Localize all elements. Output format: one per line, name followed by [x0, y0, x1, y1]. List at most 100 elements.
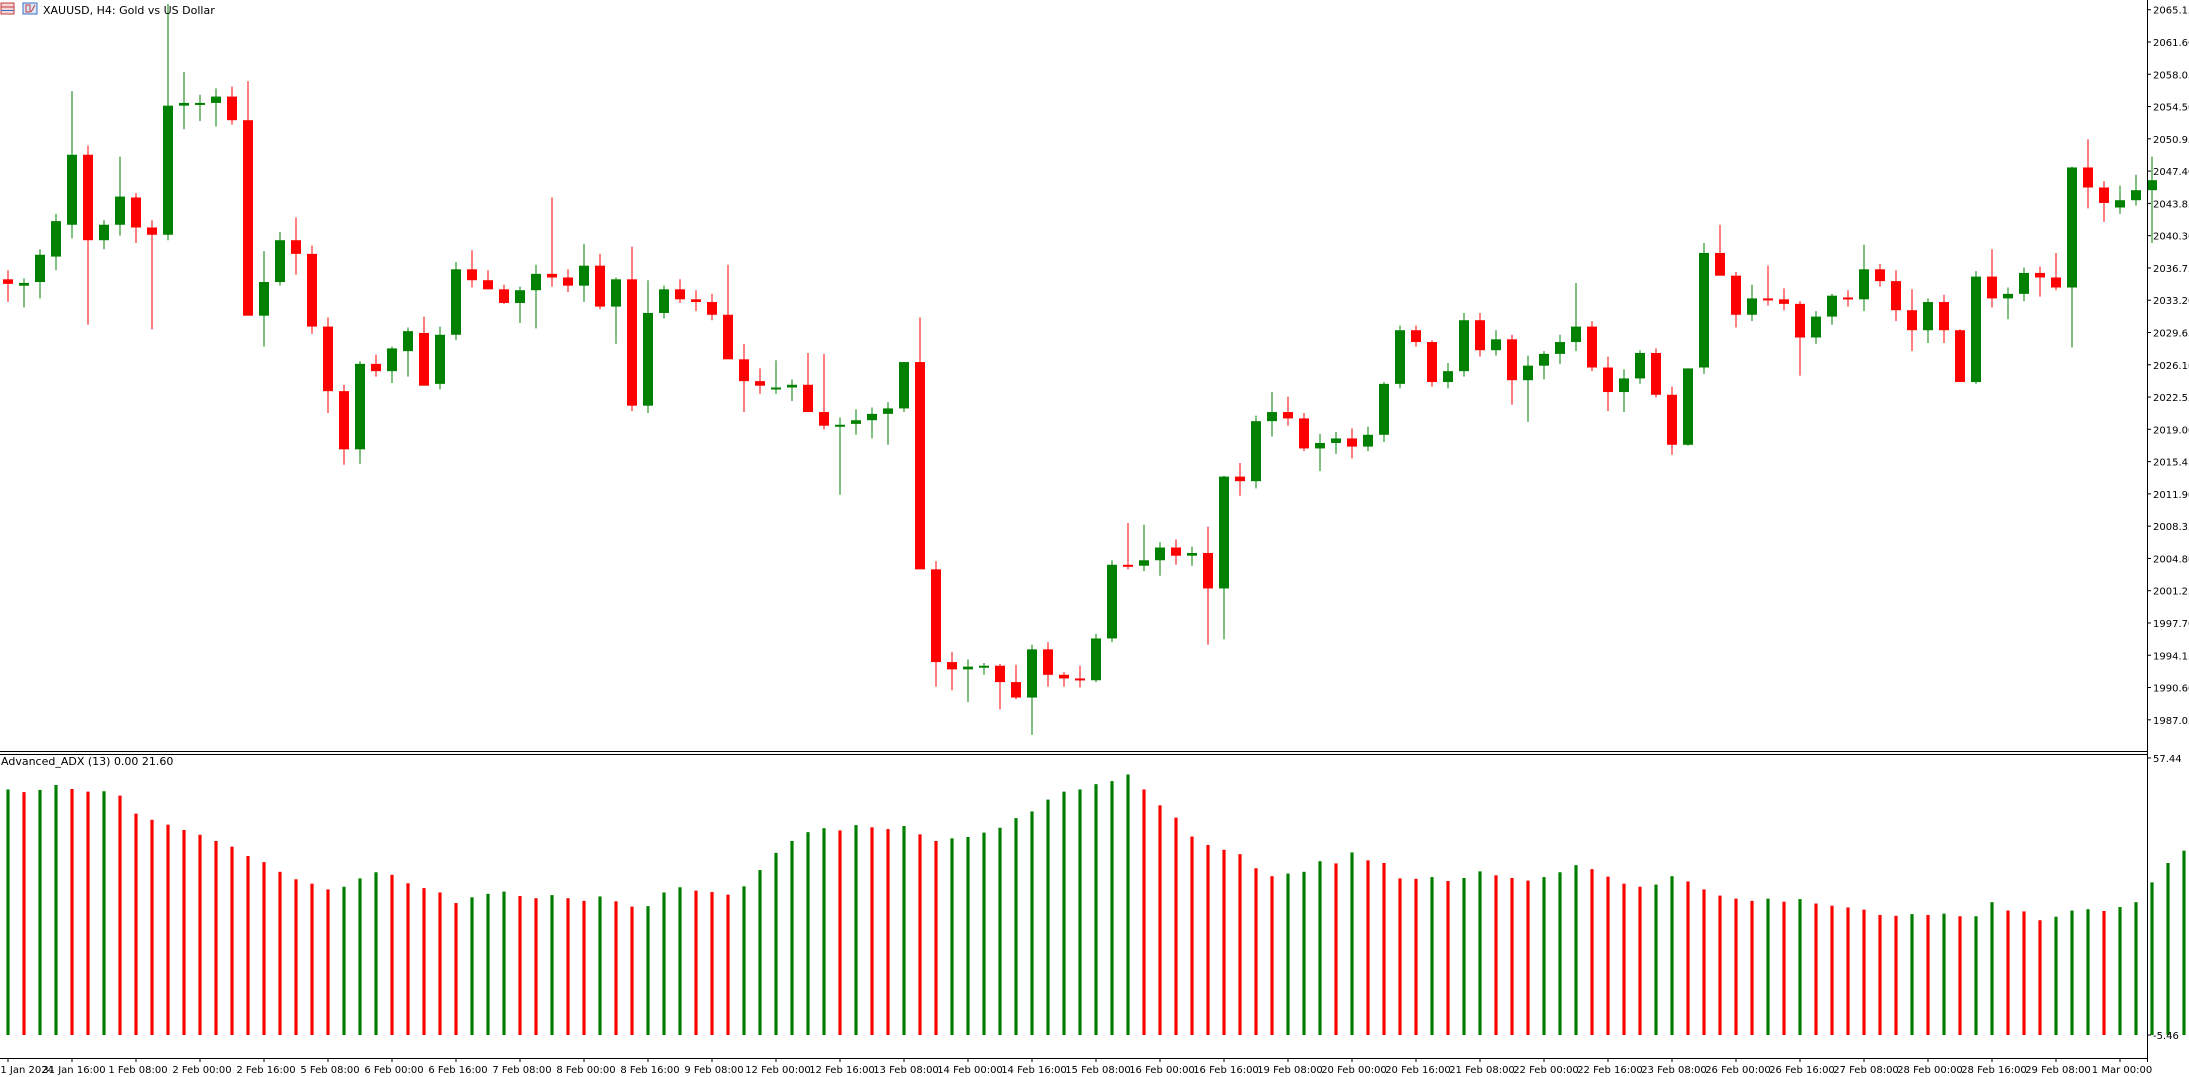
candle[interactable]: [2003, 287, 2013, 320]
candle[interactable]: [35, 249, 45, 299]
candle[interactable]: [915, 317, 925, 570]
candle[interactable]: [99, 220, 109, 250]
candle[interactable]: [979, 662, 989, 675]
candle[interactable]: [1699, 242, 1709, 374]
candle[interactable]: [1491, 330, 1501, 356]
candle[interactable]: [1715, 224, 1725, 276]
candle[interactable]: [1027, 644, 1037, 735]
candle[interactable]: [243, 81, 253, 316]
candle[interactable]: [2083, 139, 2093, 209]
candle[interactable]: [707, 293, 717, 321]
candle[interactable]: [147, 220, 157, 330]
candle[interactable]: [803, 352, 813, 413]
candle[interactable]: [1827, 293, 1837, 325]
candle[interactable]: [1523, 355, 1533, 423]
candle[interactable]: [771, 360, 781, 394]
candle[interactable]: [115, 156, 125, 236]
candle[interactable]: [1779, 288, 1789, 311]
candle[interactable]: [947, 652, 957, 691]
candle[interactable]: [643, 280, 653, 413]
candle[interactable]: [515, 286, 525, 323]
candle[interactable]: [1955, 329, 1965, 383]
candle[interactable]: [259, 251, 269, 347]
candle[interactable]: [1219, 475, 1229, 640]
candle[interactable]: [755, 368, 765, 394]
candle[interactable]: [1731, 272, 1741, 328]
candle[interactable]: [2131, 174, 2141, 206]
candle[interactable]: [1187, 546, 1197, 566]
candle[interactable]: [2067, 166, 2077, 348]
candle[interactable]: [1299, 412, 1309, 452]
candle[interactable]: [1939, 294, 1949, 343]
candle[interactable]: [1459, 312, 1469, 377]
candle[interactable]: [1331, 432, 1341, 454]
candle[interactable]: [1283, 396, 1293, 426]
candle[interactable]: [1203, 526, 1213, 645]
candle[interactable]: [1875, 263, 1885, 287]
candle[interactable]: [963, 659, 973, 703]
candle[interactable]: [899, 362, 909, 413]
candle[interactable]: [931, 561, 941, 687]
candle[interactable]: [1587, 321, 1597, 372]
candle[interactable]: [739, 343, 749, 413]
candle[interactable]: [1427, 340, 1437, 387]
candle[interactable]: [323, 317, 333, 413]
candle[interactable]: [1507, 334, 1517, 405]
candle[interactable]: [2099, 181, 2109, 223]
candle[interactable]: [579, 243, 589, 303]
candle[interactable]: [1923, 298, 1933, 343]
candle[interactable]: [1267, 392, 1277, 437]
candle[interactable]: [1795, 301, 1805, 376]
candle[interactable]: [1091, 633, 1101, 683]
candle[interactable]: [1155, 542, 1165, 576]
candle[interactable]: [1251, 415, 1261, 489]
candle[interactable]: [1059, 672, 1069, 687]
candle[interactable]: [435, 326, 445, 390]
candle[interactable]: [1747, 284, 1757, 322]
candle[interactable]: [1171, 539, 1181, 565]
price-chart[interactable]: [3, 3, 2157, 735]
candle[interactable]: [291, 217, 301, 275]
candle[interactable]: [595, 253, 605, 310]
candle[interactable]: [483, 270, 493, 290]
chart-window-icon[interactable]: [22, 2, 38, 15]
candle[interactable]: [1043, 642, 1053, 687]
candle[interactable]: [387, 346, 397, 383]
candle[interactable]: [1683, 368, 1693, 446]
candle[interactable]: [1379, 382, 1389, 443]
candle[interactable]: [1603, 356, 1613, 412]
candle[interactable]: [2147, 156, 2157, 243]
candle[interactable]: [1635, 350, 1645, 384]
candle[interactable]: [2035, 266, 2045, 297]
candle[interactable]: [1619, 369, 1629, 413]
candle[interactable]: [83, 145, 93, 325]
candle[interactable]: [1235, 462, 1245, 496]
candle[interactable]: [499, 284, 509, 304]
candle[interactable]: [1843, 290, 1853, 307]
candle[interactable]: [3, 270, 13, 303]
candle[interactable]: [371, 354, 381, 377]
candle[interactable]: [19, 278, 29, 308]
candle[interactable]: [2019, 267, 2029, 302]
candle[interactable]: [531, 264, 541, 329]
candle[interactable]: [1859, 244, 1869, 312]
candle[interactable]: [307, 245, 317, 334]
chart-grid-icon[interactable]: [0, 2, 15, 15]
candle[interactable]: [1075, 665, 1085, 688]
candle[interactable]: [1395, 325, 1405, 389]
candle[interactable]: [1555, 334, 1565, 364]
candle[interactable]: [691, 290, 701, 312]
candle[interactable]: [467, 250, 477, 288]
candle[interactable]: [1891, 270, 1901, 322]
candle[interactable]: [1107, 560, 1117, 643]
candle[interactable]: [67, 91, 77, 239]
candle[interactable]: [995, 663, 1005, 710]
candle[interactable]: [179, 72, 189, 130]
candle[interactable]: [419, 316, 429, 386]
candle[interactable]: [195, 94, 205, 122]
candle[interactable]: [1443, 362, 1453, 389]
adx-indicator-window[interactable]: [6, 774, 2189, 1035]
candle[interactable]: [867, 407, 877, 439]
candle[interactable]: [163, 3, 173, 241]
candle[interactable]: [1571, 282, 1581, 352]
